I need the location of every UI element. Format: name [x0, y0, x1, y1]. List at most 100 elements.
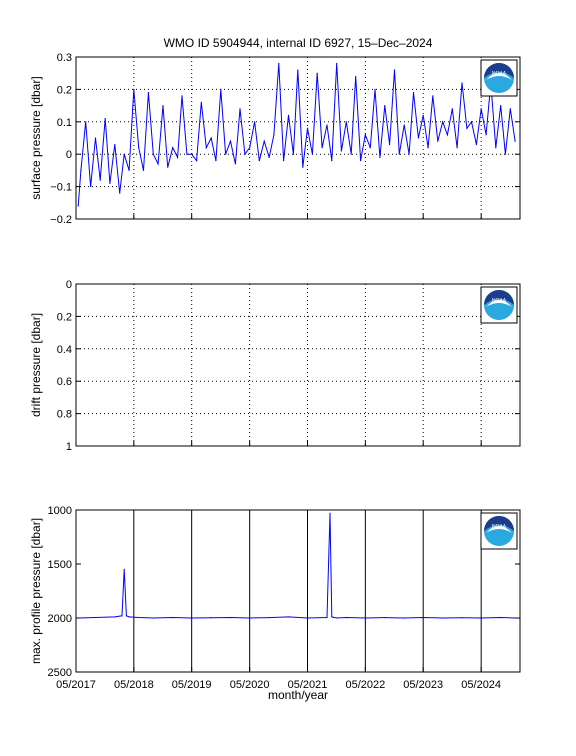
data-point — [485, 134, 487, 136]
data-point — [329, 512, 331, 514]
data-point — [422, 616, 424, 619]
data-point — [157, 163, 159, 165]
y-tick-label: 1 — [66, 441, 72, 453]
y-tick-label: 0.3 — [57, 52, 72, 64]
y-tick-label: 0.2 — [57, 311, 72, 323]
data-point — [422, 114, 424, 116]
data-point — [80, 169, 82, 171]
y-tick-label: 1000 — [48, 505, 72, 517]
y-tick-label: 2000 — [48, 613, 72, 625]
data-point — [176, 156, 179, 159]
y-tick-label: 0.6 — [57, 376, 72, 388]
data-point — [306, 617, 309, 619]
data-point — [388, 143, 391, 146]
data-point — [446, 134, 449, 136]
data-point — [229, 616, 232, 619]
plot-area — [76, 284, 520, 446]
data-point — [99, 179, 101, 181]
data-point — [379, 156, 381, 159]
data-point — [258, 160, 260, 162]
data-point — [109, 182, 111, 184]
data-point — [355, 75, 357, 78]
data-point — [138, 147, 140, 149]
data-point — [142, 169, 145, 171]
data-point — [121, 615, 123, 617]
y-tick-label: 1500 — [48, 559, 72, 571]
data-point — [210, 617, 212, 619]
x-axis-label: month/year — [268, 688, 328, 702]
y-tick-label: 0.8 — [57, 409, 72, 421]
data-point — [514, 617, 516, 619]
axes-frame — [75, 56, 521, 220]
data-point — [333, 616, 335, 619]
x-tick-label: 05/2018 — [114, 679, 154, 691]
plot-area — [76, 510, 520, 672]
data-point — [311, 153, 314, 155]
data-point — [263, 140, 265, 142]
data-point — [205, 147, 207, 149]
data-point — [292, 153, 295, 155]
data-point — [408, 153, 410, 155]
noaa-logo-text: NOAA — [492, 298, 507, 304]
data-point — [147, 92, 150, 94]
data-point — [268, 616, 270, 619]
data-point — [369, 147, 371, 149]
data-point — [412, 92, 415, 94]
data-point — [239, 108, 241, 110]
y-tick-label: −0.2 — [50, 214, 72, 226]
data-point — [403, 124, 405, 126]
noaa-logo-bird — [486, 300, 512, 307]
x-tick-label: 05/2019 — [172, 679, 212, 691]
data-point — [114, 616, 116, 618]
data-point — [114, 143, 116, 146]
data-point — [162, 105, 164, 107]
data-point — [437, 140, 439, 142]
axes-frame — [75, 283, 521, 447]
y-tick-label: 0.4 — [57, 344, 72, 356]
data-point — [475, 143, 478, 146]
data-point — [495, 147, 497, 149]
data-point — [172, 147, 174, 149]
data-point — [287, 114, 290, 116]
panel-3: 1000 1500 2000 2500 max. profile pressure [d… — [29, 505, 521, 691]
data-point — [94, 616, 97, 619]
y-tick-label: 0 — [66, 149, 72, 161]
data-point — [200, 101, 202, 103]
panel-1: −0.2 −0.1 0 0.1 0.2 0.3 surface pressure [dbar… — [29, 52, 521, 226]
data-point — [331, 160, 333, 162]
data-point — [249, 617, 251, 619]
y-tick-label: −0.1 — [50, 182, 72, 194]
data-point — [442, 617, 444, 619]
x-tick-label: 05/2017 — [56, 679, 96, 691]
data-point — [461, 617, 463, 619]
data-point — [297, 69, 299, 71]
noaa-logo-bird — [486, 526, 512, 533]
noaa-logo-text: NOAA — [492, 71, 507, 77]
data-point — [461, 82, 463, 84]
data-point — [417, 137, 420, 139]
data-point — [128, 616, 130, 618]
data-point — [442, 121, 444, 123]
data-point — [229, 140, 232, 142]
data-point — [331, 616, 333, 618]
axes-frame — [75, 509, 521, 673]
data-point — [282, 160, 285, 162]
data-point — [123, 568, 125, 571]
data-point — [302, 166, 304, 168]
data-point — [123, 153, 125, 155]
data-point — [77, 617, 79, 619]
y-tick-label: 0.1 — [57, 117, 72, 129]
x-tick-label: 05/2020 — [230, 679, 270, 691]
data-point — [94, 137, 97, 139]
data-point — [195, 160, 198, 162]
data-point — [336, 62, 338, 65]
data-point — [133, 88, 135, 90]
data-point — [451, 108, 453, 110]
data-point — [500, 105, 502, 107]
y-tick-label: 0.2 — [57, 84, 72, 96]
data-point — [480, 617, 482, 619]
noaa-logo-top — [484, 516, 514, 531]
data-point — [345, 616, 347, 619]
panel-2: 0 0.2 0.4 0.6 0.8 1 drift pressure [dbar] NOAA — [29, 279, 521, 453]
